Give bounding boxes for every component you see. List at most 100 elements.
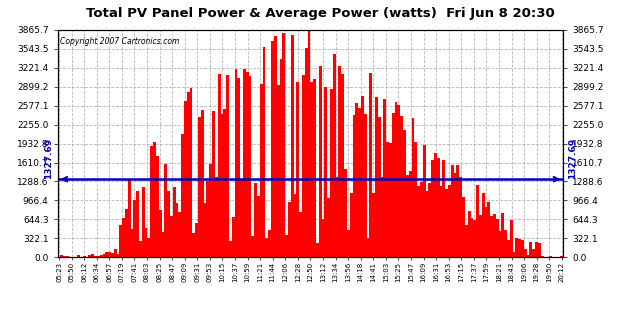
Bar (268, 230, 271, 257)
Bar (142, 186, 145, 257)
Bar (209, 164, 212, 257)
Bar (476, 185, 479, 257)
Bar (134, 200, 136, 257)
Bar (440, 186, 442, 257)
Bar (474, 220, 476, 257)
Bar (484, 207, 488, 257)
Bar (417, 186, 420, 257)
Bar (139, 241, 142, 257)
Bar (549, 256, 552, 257)
Bar (299, 212, 302, 257)
Bar (493, 214, 496, 257)
Bar (341, 74, 344, 257)
Bar (451, 165, 454, 257)
Bar (108, 252, 111, 257)
Bar (316, 243, 319, 257)
Bar (339, 66, 341, 257)
Bar (167, 191, 170, 257)
Bar (541, 256, 543, 257)
Bar (381, 177, 383, 257)
Bar (60, 255, 63, 257)
Bar (383, 99, 387, 257)
Bar (77, 255, 80, 257)
Bar (448, 185, 451, 257)
Bar (207, 181, 209, 257)
Bar (327, 198, 330, 257)
Bar (513, 251, 515, 257)
Bar (94, 256, 97, 257)
Bar (423, 145, 426, 257)
Bar (367, 238, 369, 257)
Bar (175, 203, 179, 257)
Bar (274, 36, 276, 257)
Bar (173, 187, 175, 257)
Bar (319, 66, 322, 257)
Bar (400, 116, 403, 257)
Bar (305, 48, 308, 257)
Bar (482, 193, 484, 257)
Bar (420, 182, 423, 257)
Bar (221, 114, 223, 257)
Bar (324, 87, 327, 257)
Bar (100, 255, 102, 257)
Bar (347, 230, 349, 257)
Bar (490, 215, 493, 257)
Bar (535, 243, 538, 257)
Bar (128, 180, 131, 257)
Text: Copyright 2007 Cartronics.com: Copyright 2007 Cartronics.com (60, 37, 179, 46)
Bar (308, 30, 310, 257)
Bar (406, 175, 409, 257)
Bar (538, 243, 541, 257)
Bar (237, 78, 240, 257)
Bar (201, 110, 204, 257)
Text: 1327.69: 1327.69 (568, 138, 577, 179)
Bar (246, 72, 248, 257)
Bar (92, 254, 94, 257)
Bar (488, 202, 490, 257)
Bar (131, 229, 134, 257)
Bar (195, 223, 198, 257)
Bar (232, 217, 235, 257)
Bar (58, 256, 60, 257)
Bar (116, 254, 120, 257)
Bar (428, 182, 431, 257)
Bar (159, 210, 161, 257)
Bar (395, 102, 397, 257)
Bar (462, 197, 465, 257)
Bar (369, 73, 372, 257)
Bar (479, 215, 482, 257)
Bar (470, 217, 474, 257)
Bar (434, 153, 437, 257)
Bar (412, 118, 414, 257)
Bar (282, 33, 285, 257)
Bar (252, 236, 254, 257)
Bar (198, 117, 201, 257)
Bar (235, 69, 237, 257)
Bar (454, 173, 456, 257)
Text: 1327.69: 1327.69 (44, 138, 52, 179)
Bar (336, 177, 339, 257)
Bar (431, 160, 434, 257)
Bar (496, 219, 499, 257)
Bar (114, 249, 116, 257)
Bar (63, 255, 66, 257)
Bar (136, 191, 139, 257)
Bar (229, 241, 232, 257)
Bar (355, 103, 358, 257)
Bar (271, 41, 274, 257)
Bar (226, 75, 229, 257)
Bar (397, 105, 400, 257)
Bar (296, 82, 299, 257)
Bar (66, 256, 69, 257)
Bar (193, 233, 195, 257)
Bar (372, 193, 375, 257)
Bar (122, 218, 125, 257)
Bar (426, 191, 428, 257)
Bar (170, 216, 173, 257)
Bar (181, 134, 184, 257)
Bar (276, 85, 280, 257)
Bar (378, 117, 381, 257)
Bar (349, 193, 353, 257)
Bar (499, 231, 501, 257)
Bar (83, 256, 86, 257)
